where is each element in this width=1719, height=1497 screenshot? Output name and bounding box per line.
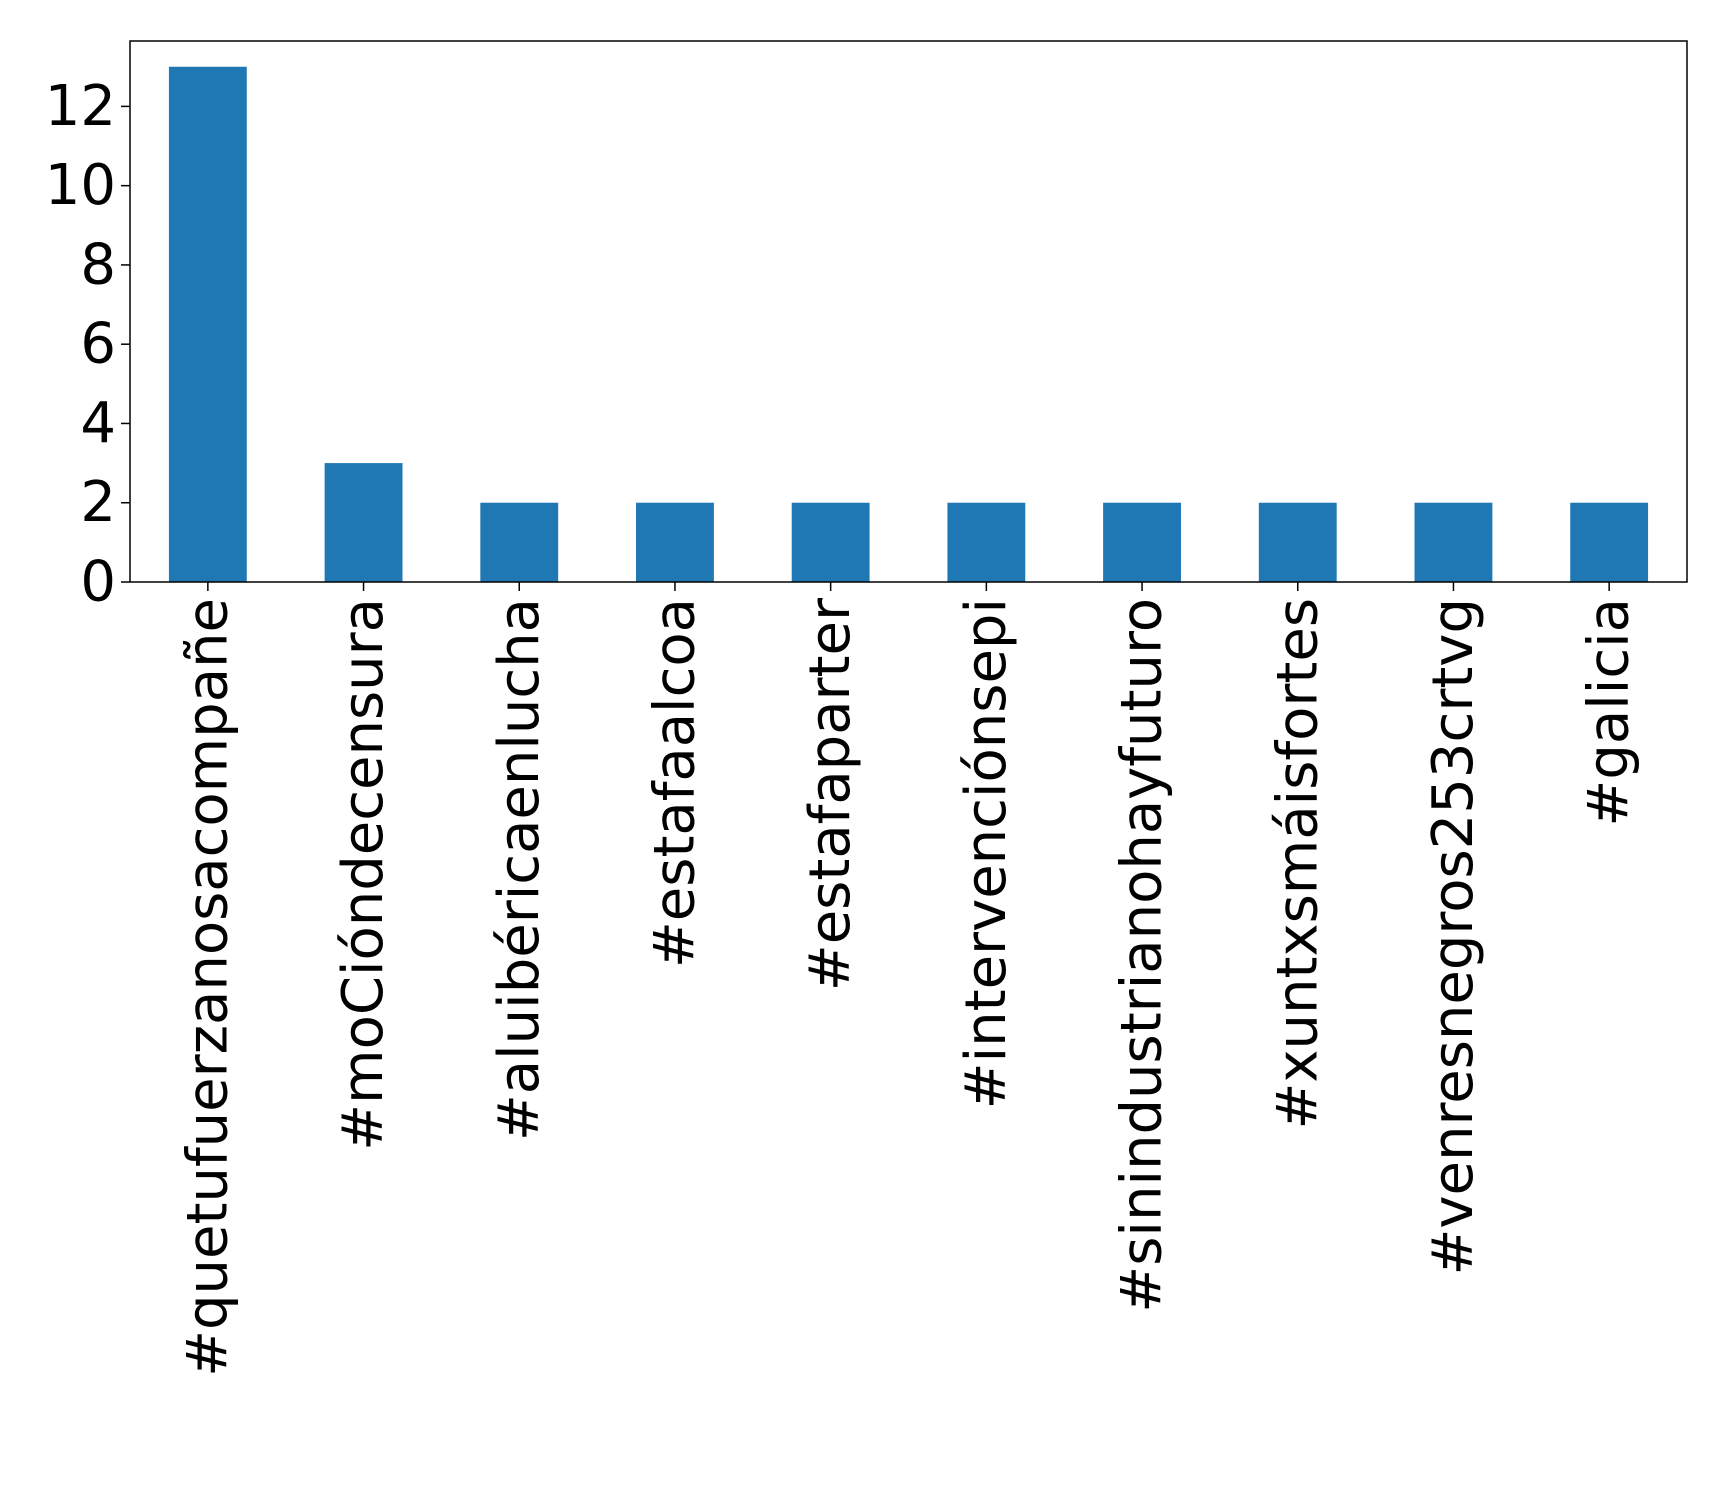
x-axis: #quetufuerzanosacompañe #moCióndecensura #… xyxy=(175,582,1642,1377)
x-tick-label: #intervenciónsepi xyxy=(954,598,1019,1109)
bar-8 xyxy=(1258,502,1337,582)
bar-4 xyxy=(636,502,714,582)
y-axis: 0 2 4 6 8 10 12 xyxy=(45,74,130,615)
x-tick-label: #quetufuerzanosacompañe xyxy=(175,598,240,1377)
x-tick-label: #sinindustrianohayfuturo xyxy=(1110,598,1175,1313)
bars-group xyxy=(168,66,1649,582)
x-tick-label: #venresnegros253crtvg xyxy=(1421,598,1486,1276)
y-tick-label: 10 xyxy=(45,153,116,218)
x-tick-label: #moCióndecensura xyxy=(331,598,396,1151)
x-tick-label: #estafaparter xyxy=(798,597,863,991)
plot-frame xyxy=(129,40,1688,583)
x-tick-label: #xuntxsmáisfortes xyxy=(1265,598,1330,1130)
y-tick-label: 6 xyxy=(80,312,116,377)
bar-5 xyxy=(791,502,870,582)
y-tick-label: 8 xyxy=(80,232,116,297)
y-tick-label: 12 xyxy=(45,74,116,139)
bar-6 xyxy=(947,502,1026,582)
bar-3 xyxy=(480,502,559,582)
bar-10 xyxy=(1570,502,1649,582)
x-tick-label: #galicia xyxy=(1577,598,1642,827)
y-tick-label: 4 xyxy=(80,391,116,456)
y-tick-label: 2 xyxy=(80,470,116,535)
bar-7 xyxy=(1103,502,1181,582)
bar-9 xyxy=(1414,502,1493,582)
x-tick-label: #estafaalcoa xyxy=(642,598,707,968)
bar-2 xyxy=(324,463,403,582)
y-tick-label: 0 xyxy=(80,550,116,615)
bar-1 xyxy=(168,66,247,582)
x-tick-label: #aluibéricaenlucha xyxy=(487,598,552,1141)
